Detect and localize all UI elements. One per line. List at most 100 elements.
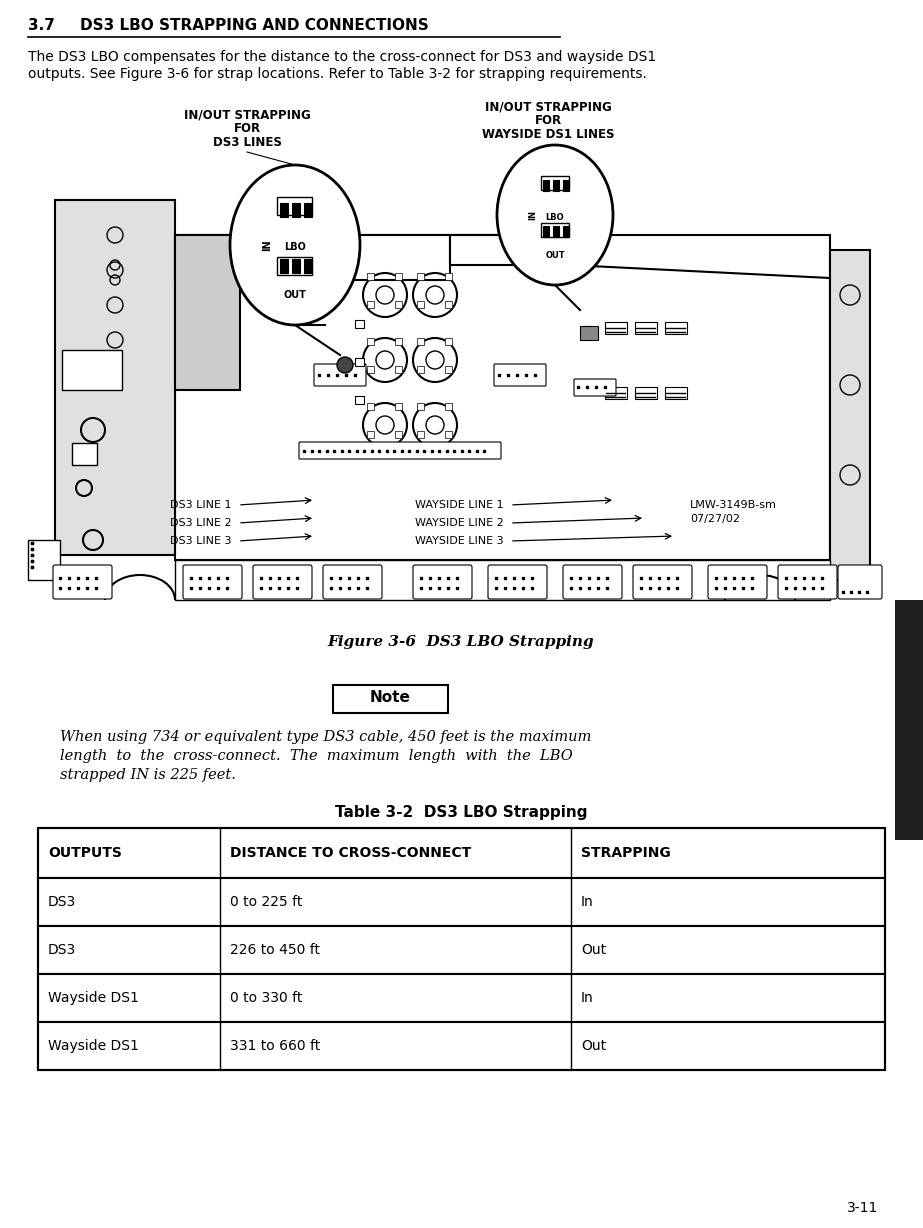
Bar [445, 366, 452, 373]
Bar [28, 540, 60, 580]
Bar [38, 974, 885, 1022]
Text: DS3 LINE 2: DS3 LINE 2 [170, 518, 232, 528]
Text: FOR: FOR [534, 114, 561, 126]
Bar [367, 273, 374, 280]
Bar [450, 235, 570, 265]
Bar [292, 259, 300, 273]
Text: strapped IN is 225 feet.: strapped IN is 225 feet. [60, 768, 236, 782]
FancyBboxPatch shape [183, 565, 242, 599]
Bar [304, 203, 312, 217]
Text: 331 to 660 ft: 331 to 660 ft [230, 1039, 320, 1052]
Bar [553, 226, 559, 237]
Bar [367, 403, 374, 410]
Bar [580, 325, 598, 340]
Bar [895, 600, 923, 840]
Text: Table 3-2  DS3 LBO Strapping: Table 3-2 DS3 LBO Strapping [335, 806, 587, 820]
FancyBboxPatch shape [53, 565, 112, 599]
Bar [367, 431, 374, 438]
Bar [367, 338, 374, 345]
FancyBboxPatch shape [253, 565, 312, 599]
Bar [665, 322, 687, 334]
Bar [38, 828, 885, 1070]
Text: STRAPPING: STRAPPING [581, 846, 671, 860]
FancyBboxPatch shape [299, 442, 501, 459]
Text: OUT: OUT [283, 290, 306, 300]
Text: WAYSIDE LINE 2: WAYSIDE LINE 2 [415, 518, 504, 528]
FancyBboxPatch shape [574, 379, 616, 395]
FancyBboxPatch shape [778, 565, 837, 599]
Bar [541, 223, 569, 237]
Ellipse shape [230, 165, 360, 325]
Text: Out: Out [581, 943, 606, 957]
Bar [417, 403, 424, 410]
Bar [553, 181, 559, 192]
Bar [830, 251, 870, 580]
Bar [72, 443, 97, 465]
FancyBboxPatch shape [488, 565, 547, 599]
Text: 3.7: 3.7 [28, 18, 54, 33]
Text: Figure 3-6  DS3 LBO Strapping: Figure 3-6 DS3 LBO Strapping [328, 635, 594, 650]
Text: DS3 LBO STRAPPING AND CONNECTIONS: DS3 LBO STRAPPING AND CONNECTIONS [80, 18, 429, 33]
Bar [355, 395, 364, 404]
Text: 07/27/02: 07/27/02 [690, 515, 740, 524]
Bar [38, 878, 885, 926]
Bar [62, 350, 122, 391]
Text: WAYSIDE LINE 3: WAYSIDE LINE 3 [415, 535, 504, 546]
Text: DS3: DS3 [48, 943, 77, 957]
Text: OUT: OUT [545, 251, 565, 259]
Text: FOR: FOR [234, 122, 260, 135]
Text: 0 to 225 ft: 0 to 225 ft [230, 895, 303, 909]
Bar [367, 366, 374, 373]
Bar [563, 226, 569, 237]
Bar [395, 273, 402, 280]
Text: IN: IN [529, 210, 537, 220]
Bar [395, 403, 402, 410]
Text: outputs. See Figure 3-6 for strap locations. Refer to Table 3-2 for strapping re: outputs. See Figure 3-6 for strap locati… [28, 68, 647, 81]
Bar [543, 226, 549, 237]
Bar [277, 196, 312, 215]
Bar [395, 366, 402, 373]
Bar [417, 273, 424, 280]
Bar [635, 322, 657, 334]
Bar [38, 1022, 885, 1070]
Bar [605, 322, 627, 334]
Text: OUTPUTS: OUTPUTS [48, 846, 122, 860]
Text: In: In [581, 895, 593, 909]
Text: DS3 LINE 3: DS3 LINE 3 [170, 535, 232, 546]
Bar [445, 403, 452, 410]
Bar [417, 431, 424, 438]
Text: IN/OUT STRAPPING: IN/OUT STRAPPING [184, 108, 310, 122]
Text: 0 to 330 ft: 0 to 330 ft [230, 991, 303, 1005]
Bar [417, 301, 424, 308]
Text: WAYSIDE LINE 1: WAYSIDE LINE 1 [415, 500, 504, 510]
Bar [395, 431, 402, 438]
Text: LBO: LBO [545, 212, 564, 221]
FancyBboxPatch shape [314, 363, 366, 386]
Bar [38, 926, 885, 974]
Text: WAYSIDE DS1 LINES: WAYSIDE DS1 LINES [482, 128, 614, 141]
FancyBboxPatch shape [494, 363, 546, 386]
FancyBboxPatch shape [323, 565, 382, 599]
Bar [175, 235, 450, 280]
Bar [355, 359, 364, 366]
Bar [445, 431, 452, 438]
Text: Wayside DS1: Wayside DS1 [48, 1039, 138, 1052]
Text: In: In [581, 991, 593, 1005]
Bar [417, 338, 424, 345]
Bar [355, 321, 364, 328]
Text: DISTANCE TO CROSS-CONNECT: DISTANCE TO CROSS-CONNECT [230, 846, 472, 860]
Bar [395, 338, 402, 345]
Bar [55, 200, 175, 555]
Bar [445, 273, 452, 280]
FancyBboxPatch shape [633, 565, 692, 599]
Bar [280, 259, 288, 273]
Text: Out: Out [581, 1039, 606, 1052]
Text: DS3 LINES: DS3 LINES [212, 136, 282, 149]
Text: IN: IN [262, 239, 272, 251]
Bar [417, 366, 424, 373]
Text: Wayside DS1: Wayside DS1 [48, 991, 138, 1005]
Bar [175, 235, 830, 560]
Bar [563, 181, 569, 192]
Text: length  to  the  cross-connect.  The  maximum  length  with  the  LBO: length to the cross-connect. The maximum… [60, 749, 573, 763]
Text: The DS3 LBO compensates for the distance to the cross-connect for DS3 and waysid: The DS3 LBO compensates for the distance… [28, 50, 656, 64]
